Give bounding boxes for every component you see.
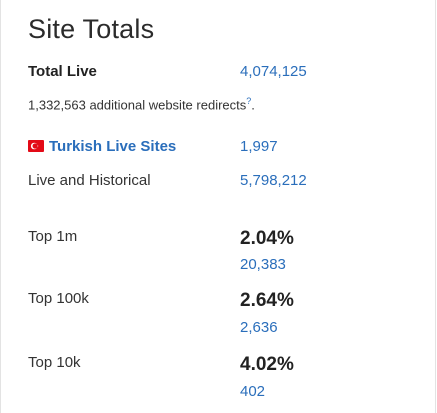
- tier-count-top-1m[interactable]: 20,383: [240, 256, 286, 273]
- tier-percent-top-100k: 2.64%: [240, 290, 294, 311]
- turkish-live-sites-link[interactable]: Turkish Live Sites: [49, 138, 177, 155]
- section-title: Site Totals: [28, 14, 155, 44]
- redirects-footnote-link[interactable]: ?: [246, 96, 252, 106]
- redirects-trail: .: [251, 97, 255, 113]
- total-live-label: Total Live: [28, 63, 97, 80]
- tier-label-top-100k: Top 100k: [28, 290, 89, 307]
- tier-percent-top-1m: 2.04%: [240, 228, 294, 249]
- turkish-live-sites-value[interactable]: 1,997: [240, 138, 278, 155]
- redirects-text: 1,332,563 additional website redirects: [28, 97, 247, 113]
- tier-count-top-10k[interactable]: 402: [240, 383, 266, 400]
- turkey-flag-icon: [28, 140, 44, 152]
- redirects-note: 1,332,563 additional website redirects?.: [28, 96, 255, 112]
- tier-label-top-1m: Top 1m: [28, 228, 78, 245]
- tier-count-top-100k[interactable]: 2,636: [240, 319, 278, 336]
- live-historical-label: Live and Historical: [28, 172, 151, 189]
- total-live-value[interactable]: 4,074,125: [240, 63, 307, 80]
- live-historical-value[interactable]: 5,798,212: [240, 172, 307, 189]
- tier-percent-top-10k: 4.02%: [240, 354, 294, 375]
- tier-label-top-10k: Top 10k: [28, 354, 81, 371]
- turkish-live-sites[interactable]: Turkish Live Sites: [28, 138, 176, 155]
